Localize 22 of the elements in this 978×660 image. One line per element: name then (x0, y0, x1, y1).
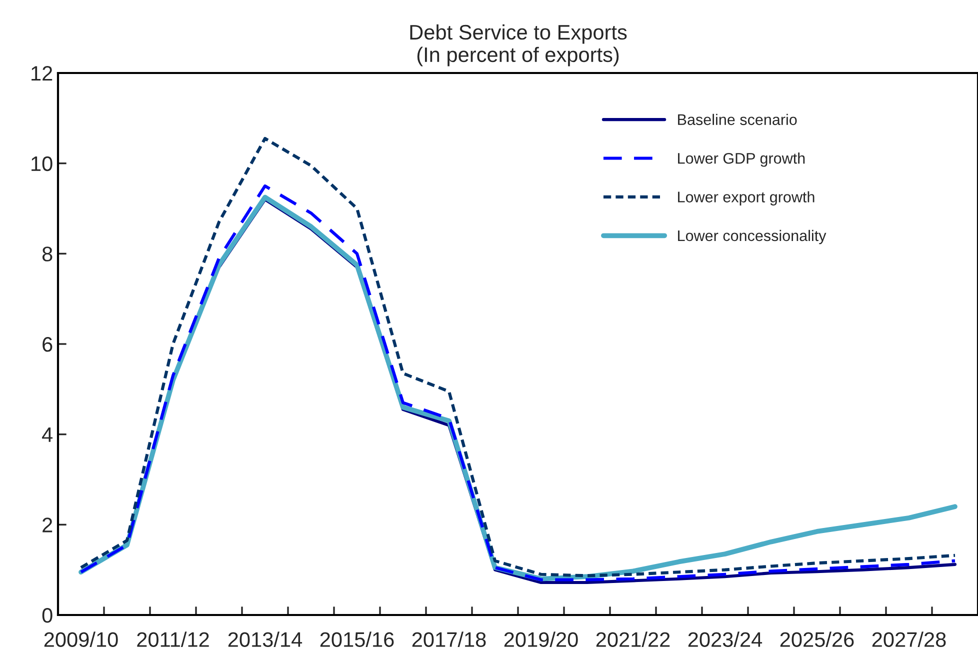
y-tick-label: 0 (42, 608, 52, 623)
y-tick-label: 6 (42, 337, 52, 352)
x-tick-label: 2025/26 (780, 632, 854, 647)
x-tick-label: 2023/24 (688, 632, 762, 647)
x-tick-label: 2013/14 (228, 632, 302, 647)
x-tick-label: 2009/10 (44, 632, 118, 647)
x-tick-label: 2021/22 (596, 632, 670, 647)
x-tick-label: 2015/16 (320, 632, 394, 647)
x-tick-label: 2017/18 (412, 632, 486, 647)
y-tick-label: 10 (32, 156, 52, 172)
y-tick-label: 2 (42, 518, 52, 532)
x-tick-label: 2027/28 (872, 632, 946, 647)
x-tick-label: 2019/20 (504, 632, 578, 647)
chart-title: Debt Service to Exports (In percent of exports) (410, 24, 627, 66)
legend-label: Lower export growth (678, 191, 814, 206)
y-tick-label: 12 (32, 66, 52, 81)
y-tick-label: 4 (42, 428, 53, 442)
legend-label: Lower concessionality (678, 230, 826, 244)
y-tick-label: 8 (42, 246, 52, 262)
legend-label: Lower GDP growth (678, 152, 805, 167)
legend-label: Baseline scenario (678, 114, 797, 126)
x-tick-label: 2011/12 (137, 632, 209, 647)
